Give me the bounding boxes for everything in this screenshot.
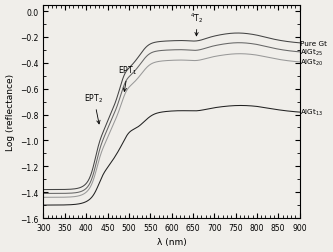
Text: EPT$_1$: EPT$_1$ (119, 64, 138, 92)
Y-axis label: Log (reflectance): Log (reflectance) (6, 73, 15, 150)
Text: EPT$_2$: EPT$_2$ (84, 92, 103, 124)
Text: Pure Gt: Pure Gt (300, 41, 327, 47)
Text: AlGt$_{20}$: AlGt$_{20}$ (300, 57, 324, 68)
Text: $^4$T$_2$: $^4$T$_2$ (190, 11, 204, 37)
X-axis label: λ (nm): λ (nm) (157, 237, 186, 246)
Text: AlGt$_{13}$: AlGt$_{13}$ (300, 108, 324, 118)
Text: AlGt$_{25}$: AlGt$_{25}$ (300, 48, 324, 58)
